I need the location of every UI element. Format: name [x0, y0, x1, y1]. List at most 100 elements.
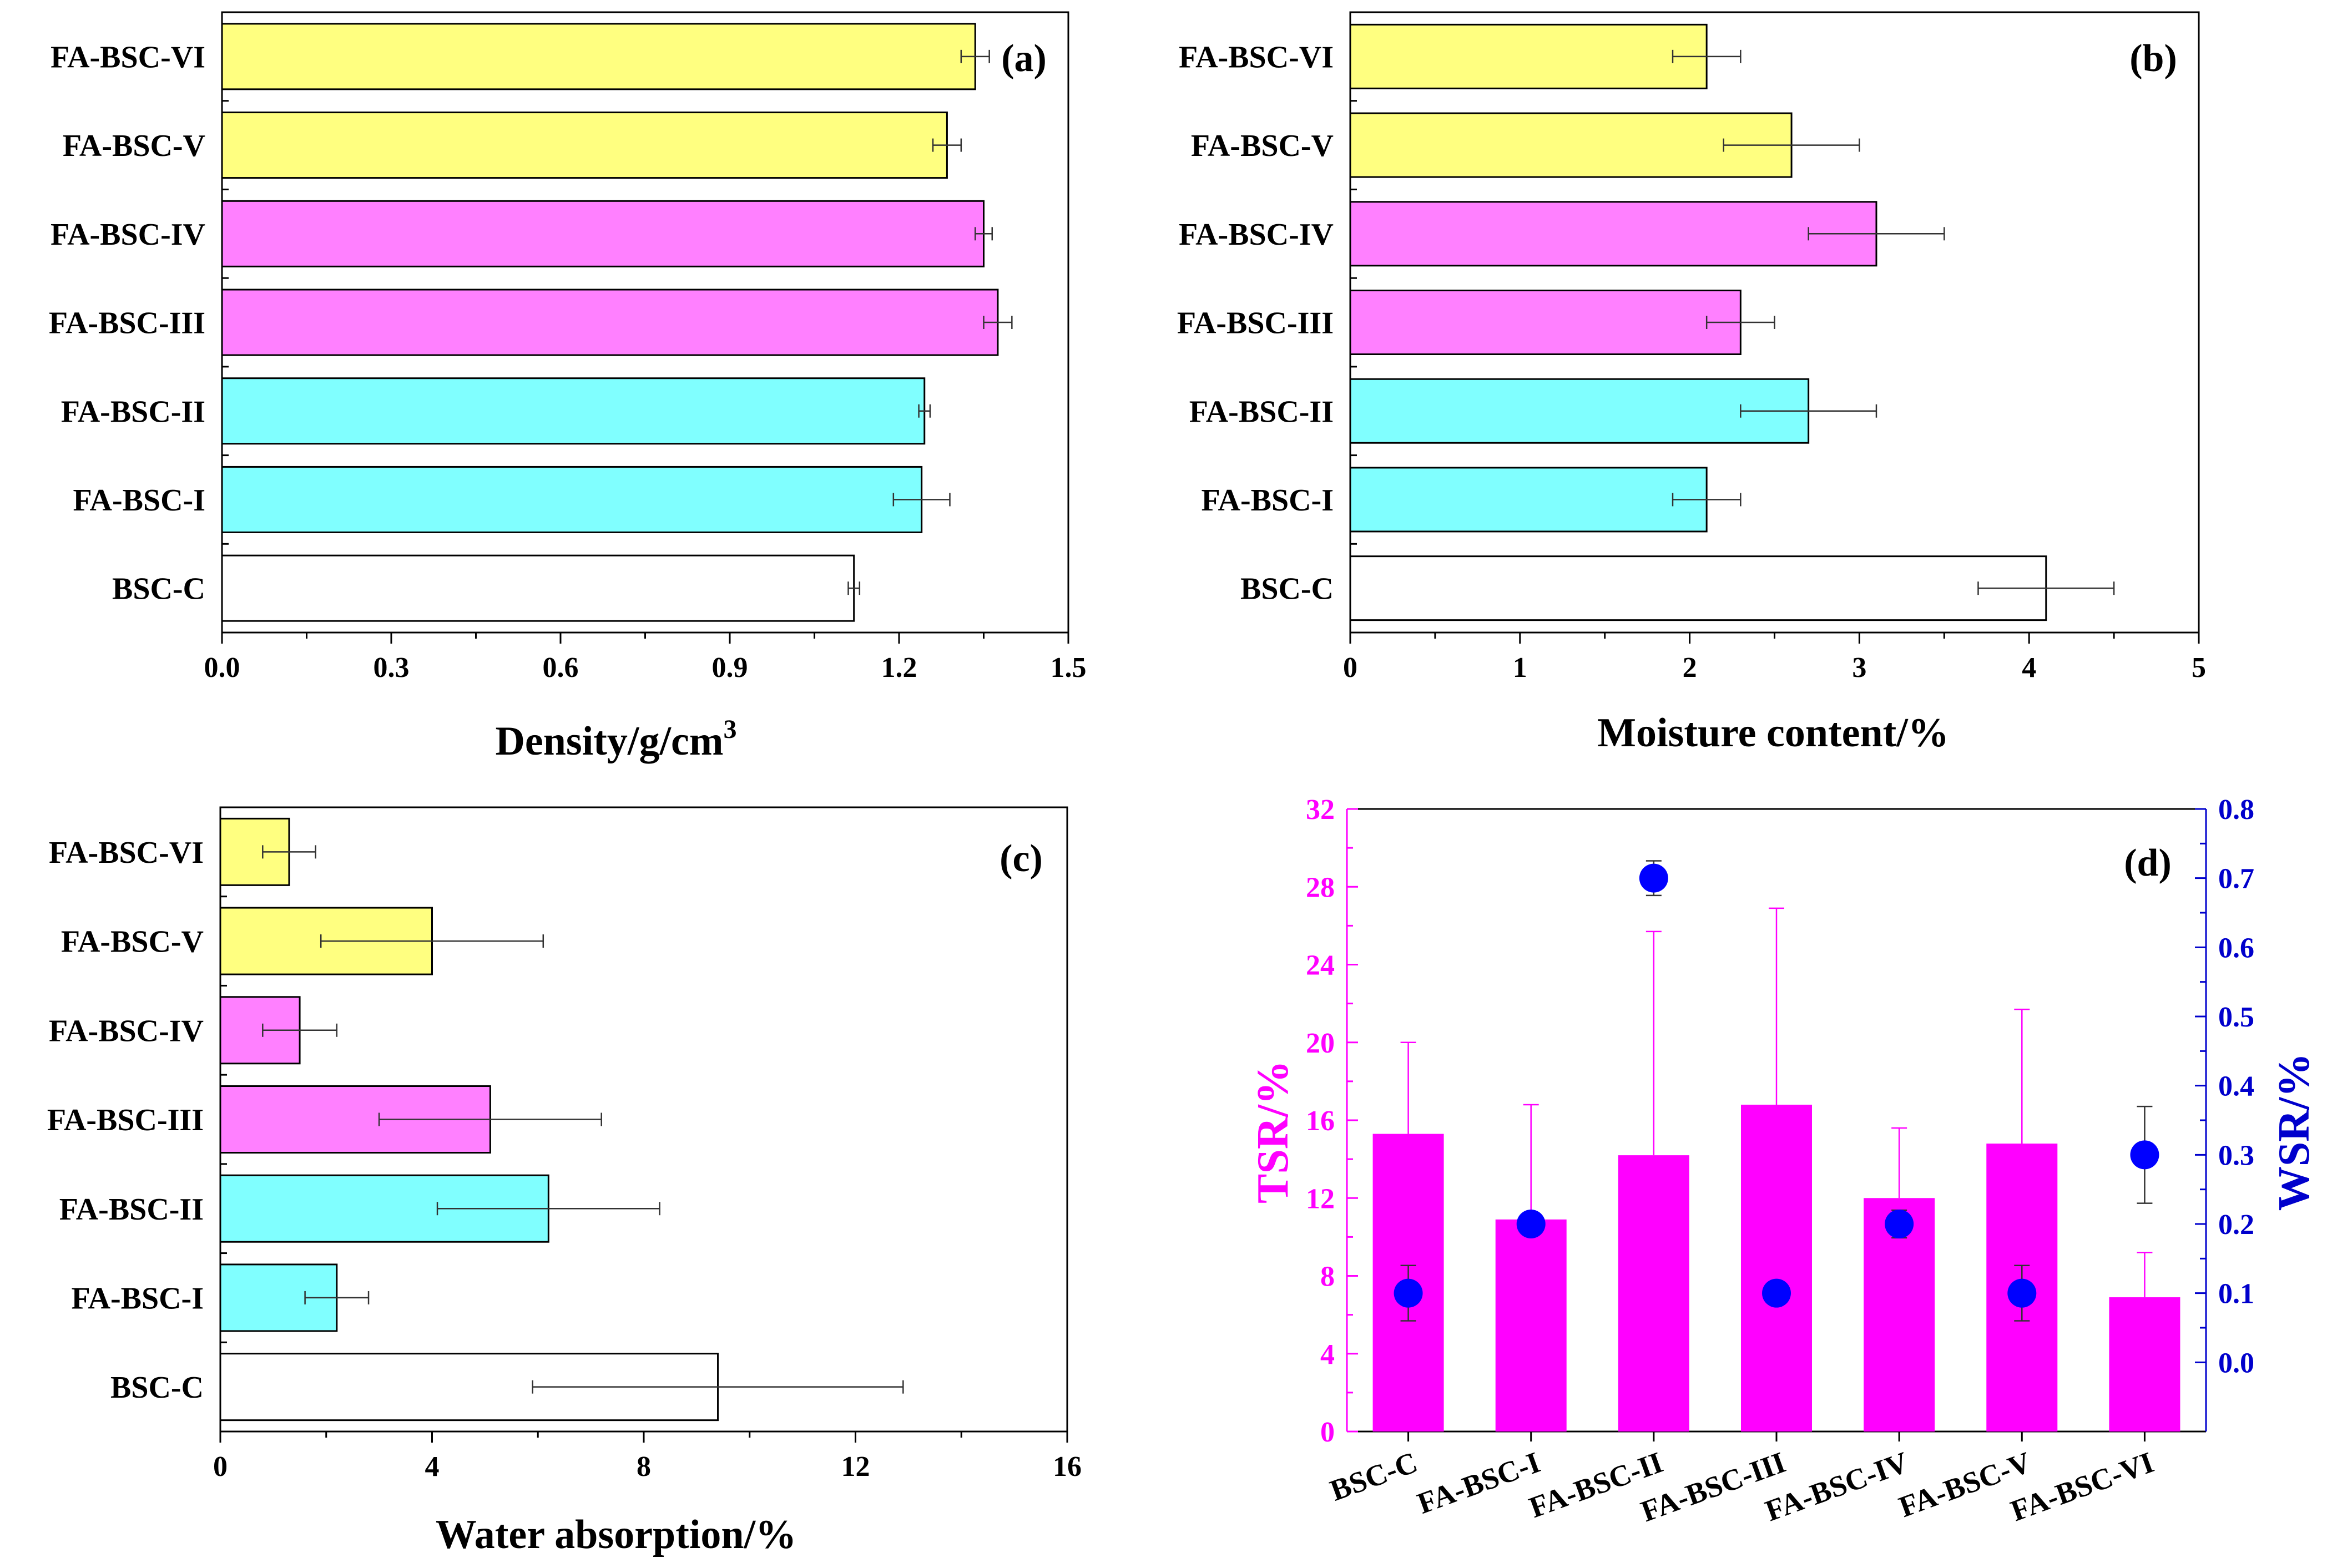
- tsr-bar-FA-BSC-VI: [2109, 1297, 2180, 1432]
- category-label-FA-BSC-I: FA-BSC-I: [71, 1282, 204, 1316]
- bar-BSC-C: [1349, 555, 2047, 621]
- tsr-error-bar-FA-BSC-I: [1523, 1104, 1539, 1220]
- error-bar-FA-BSC-I: [1672, 493, 1742, 507]
- error-bar-FA-BSC-V: [320, 934, 544, 948]
- x-tick-label: 8: [637, 1451, 651, 1483]
- bar-FA-BSC-III: [1349, 290, 1742, 355]
- x-axis-label: Density/g/cm3: [495, 715, 736, 764]
- error-bar-BSC-C: [847, 581, 861, 595]
- bar-FA-BSC-III: [221, 289, 999, 356]
- bar-FA-BSC-IV: [1349, 201, 1877, 267]
- category-label-FA-BSC-V: FA-BSC-V: [1191, 129, 1334, 163]
- x-tick-label: 0.6: [543, 652, 579, 684]
- category-label-FA-BSC-I: FA-BSC-I: [1413, 1445, 1544, 1520]
- category-label-FA-BSC-II: FA-BSC-II: [61, 394, 205, 429]
- tsr-error-bar-FA-BSC-IV: [1891, 1127, 1907, 1198]
- left-y-tick-label: 20: [1306, 1028, 1335, 1059]
- error-bar-FA-BSC-II: [436, 1202, 660, 1216]
- category-label-FA-BSC-IV: FA-BSC-IV: [1761, 1445, 1912, 1527]
- category-label-FA-BSC-IV: FA-BSC-IV: [49, 1014, 204, 1048]
- right-y-tick-label: 0.8: [2218, 794, 2254, 826]
- error-bar-FA-BSC-IV: [975, 227, 993, 241]
- error-bar-FA-BSC-V: [932, 138, 962, 152]
- category-label-FA-BSC-V: FA-BSC-V: [63, 129, 205, 163]
- bar-BSC-C: [221, 554, 855, 622]
- right-y-tick-label: 0.4: [2218, 1071, 2254, 1102]
- tsr-bar-FA-BSC-I: [1495, 1219, 1567, 1432]
- right-y-tick-label: 0.7: [2218, 863, 2254, 895]
- category-label-FA-BSC-II: FA-BSC-II: [59, 1192, 204, 1227]
- x-axis-label: Moisture content/%: [1597, 710, 1949, 756]
- wsr-point-FA-BSC-I: [1516, 1210, 1546, 1238]
- tsr-error-bar-FA-BSC-V: [2014, 1008, 2030, 1144]
- x-tick-label: 1.5: [1051, 652, 1087, 684]
- bar-FA-BSC-V: [221, 112, 948, 179]
- bar-FA-BSC-VI: [1349, 23, 1708, 89]
- category-label-FA-BSC-VI: FA-BSC-VI: [49, 836, 204, 870]
- tsr-error-bar-BSC-C: [1400, 1041, 1416, 1134]
- x-axis-label-text: Water absorption/%: [436, 1512, 796, 1557]
- x-tick-label: 16: [1053, 1451, 1082, 1483]
- left-y-tick-label: 8: [1320, 1261, 1335, 1293]
- category-label-FA-BSC-V: FA-BSC-V: [61, 925, 204, 959]
- wsr-point-FA-BSC-III: [1762, 1278, 1791, 1308]
- error-bar-BSC-C: [1977, 581, 2115, 595]
- panel-label: (d): [2124, 842, 2172, 884]
- error-bar-FA-BSC-II: [918, 404, 931, 418]
- x-tick-label: 0.0: [204, 652, 240, 684]
- category-label-BSC-C: BSC-C: [112, 572, 205, 606]
- category-label-FA-BSC-VI: FA-BSC-VI: [1179, 40, 1334, 74]
- x-tick-label: 4: [2022, 652, 2036, 684]
- tsr-error-bar-FA-BSC-VI: [2137, 1252, 2153, 1298]
- left-y-tick-label: 32: [1306, 794, 1335, 826]
- tsr-error-bar-FA-BSC-III: [1769, 907, 1784, 1105]
- x-tick-label: 0.3: [373, 652, 410, 684]
- error-bar-FA-BSC-I: [892, 493, 951, 507]
- x-tick-label: 0.9: [712, 652, 748, 684]
- tsr-bar-FA-BSC-III: [1741, 1104, 1812, 1432]
- right-y-tick-label: 0.5: [2218, 1002, 2254, 1033]
- bar-FA-BSC-IV: [221, 200, 985, 267]
- x-tick-label: 0: [1343, 652, 1357, 684]
- wsr-point-FA-BSC-V: [2007, 1278, 2037, 1308]
- error-bar-FA-BSC-VI: [1672, 49, 1742, 63]
- error-bar-BSC-C: [532, 1380, 904, 1394]
- bar-FA-BSC-VI: [221, 23, 976, 90]
- left-y-tick-label: 24: [1306, 950, 1335, 982]
- category-label-FA-BSC-II: FA-BSC-II: [1189, 394, 1334, 429]
- bar-FA-BSC-I: [221, 466, 923, 533]
- panel-label: (b): [2129, 37, 2177, 80]
- bar-FA-BSC-II: [1349, 378, 1810, 444]
- error-bar-FA-BSC-IV: [262, 1023, 338, 1037]
- error-bar-FA-BSC-II: [1740, 404, 1877, 418]
- error-bar-FA-BSC-III: [983, 316, 1013, 329]
- wsr-point-FA-BSC-II: [1639, 863, 1668, 893]
- error-bar-FA-BSC-III: [378, 1112, 602, 1126]
- right-y-tick-label: 0.6: [2218, 932, 2254, 964]
- category-label-FA-BSC-III: FA-BSC-III: [47, 1103, 204, 1137]
- category-label-BSC-C: BSC-C: [110, 1370, 204, 1405]
- x-tick-label: 0: [213, 1451, 228, 1483]
- error-bar-FA-BSC-VI: [960, 49, 990, 63]
- left-y-tick-label: 28: [1306, 872, 1335, 903]
- x-axis-label-text: Density/g/cm: [495, 719, 723, 764]
- x-tick-label: 12: [841, 1451, 870, 1483]
- error-bar-FA-BSC-III: [1705, 316, 1775, 329]
- bar-FA-BSC-I: [1349, 467, 1708, 533]
- category-label-BSC-C: BSC-C: [1326, 1445, 1422, 1508]
- x-tick-label: 5: [2192, 652, 2206, 684]
- category-label-FA-BSC-III: FA-BSC-III: [1177, 306, 1334, 341]
- right-y-tick-label: 0.1: [2218, 1278, 2254, 1310]
- tsr-bar-FA-BSC-II: [1618, 1155, 1689, 1432]
- x-axis-label-text: Moisture content/%: [1597, 710, 1949, 756]
- x-tick-label: 1: [1513, 652, 1527, 684]
- panel-a: BSC-C FA-BSC-I FA-BSC-II FA-BSC-III FA-BSC-I…: [49, 11, 1087, 764]
- right-y-tick-label: 0.0: [2218, 1347, 2254, 1379]
- category-label-BSC-C: BSC-C: [1240, 572, 1334, 606]
- x-axis-label: Water absorption/%: [436, 1512, 796, 1557]
- x-tick-label: 1.2: [881, 652, 917, 684]
- bar-FA-BSC-II: [221, 377, 926, 445]
- tsr-error-bar-FA-BSC-II: [1645, 930, 1662, 1156]
- wsr-point-BSC-C: [1394, 1278, 1423, 1308]
